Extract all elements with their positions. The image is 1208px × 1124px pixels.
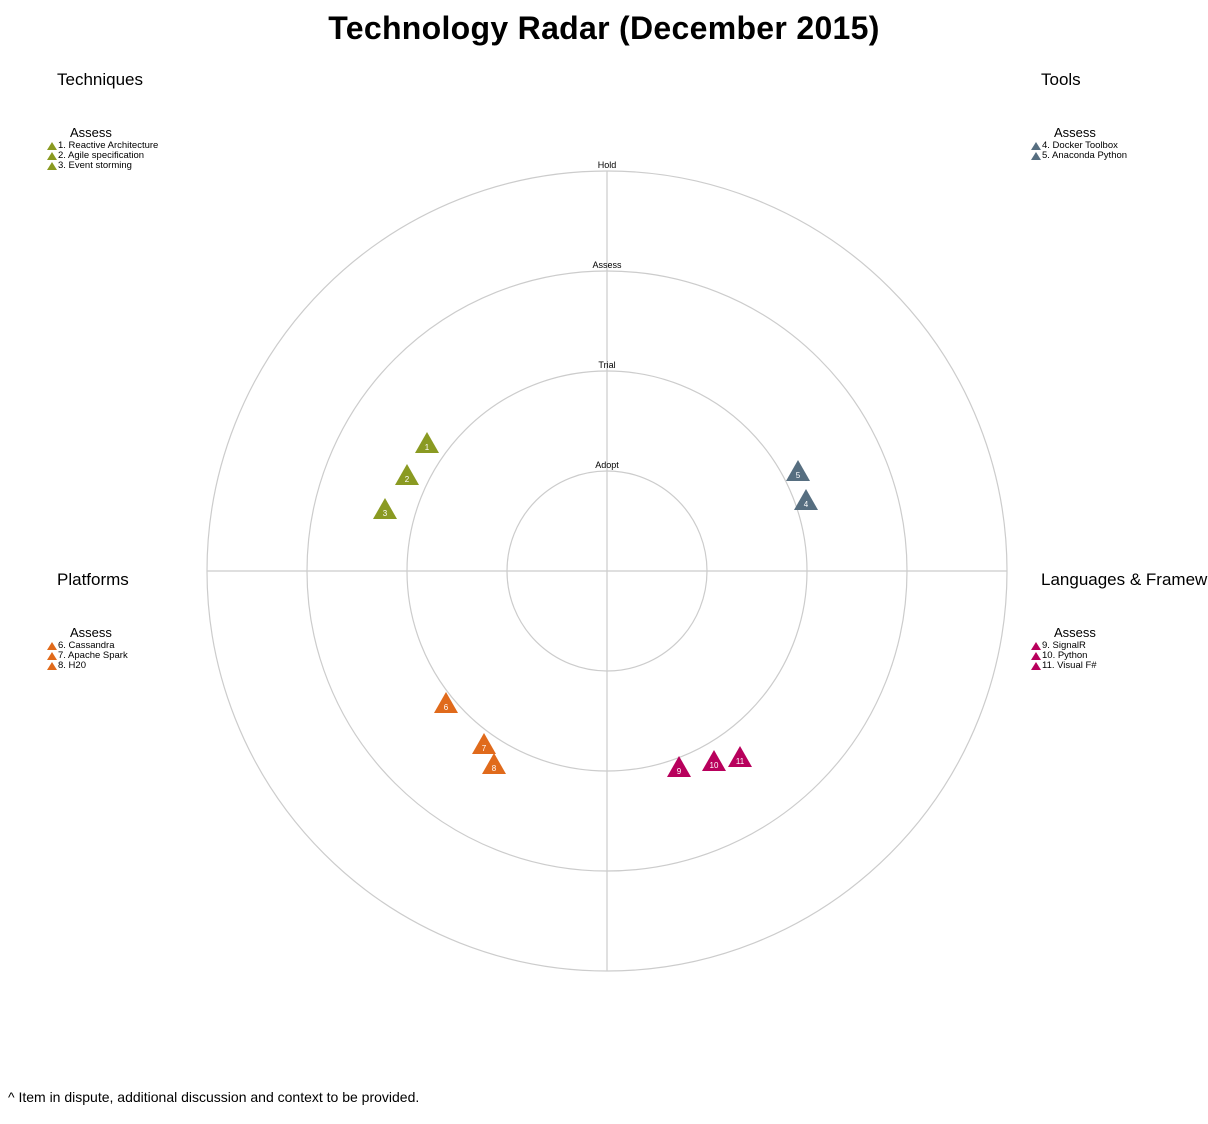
legend-item-label: 2. Agile specification	[58, 150, 145, 161]
blip-triangle-icon	[395, 464, 419, 485]
legend-item-label: 9. SignalR	[1042, 640, 1086, 651]
legend-item-label: 1. Reactive Architecture	[58, 140, 159, 151]
legend-item-label: 10. Python	[1042, 650, 1088, 661]
legend-item-label: 7. Apache Spark	[58, 650, 128, 661]
legend-item: 1. Reactive Architecture	[47, 141, 158, 151]
blip-number: 4	[804, 500, 809, 509]
blip-number: 1	[425, 443, 430, 452]
legend-item-label: 4. Docker Toolbox	[1042, 140, 1118, 151]
blips: 1 2 3 4 5 6 7 8 9 10 11	[373, 432, 818, 777]
legend-list-platforms: 6. Cassandra 7. Apache Spark 8. H20	[47, 641, 128, 671]
triangle-icon	[1031, 641, 1041, 650]
ring-label-trial: Trial	[598, 360, 615, 370]
blip-2[interactable]: 2	[395, 464, 419, 485]
footnote: ^ Item in dispute, additional discussion…	[8, 1089, 420, 1105]
blip-3[interactable]: 3	[373, 498, 397, 519]
legend-item-label: 11. Visual F#	[1042, 660, 1097, 671]
quadrant-platforms: Platforms Assess 6. Cassandra 7. Apache …	[47, 570, 129, 671]
blip-triangle-icon	[415, 432, 439, 453]
blip-8[interactable]: 8	[482, 753, 506, 774]
blip-triangle-icon	[667, 756, 691, 777]
blip-number: 9	[677, 767, 682, 776]
triangle-icon	[47, 651, 57, 660]
blip-4[interactable]: 4	[794, 489, 818, 510]
ring-label-hold: Hold	[598, 160, 617, 170]
blip-number: 5	[796, 471, 801, 480]
blip-7[interactable]: 7	[472, 733, 496, 754]
legend-ring-heading-techniques: Assess	[70, 125, 112, 140]
legend-item: 8. H20	[47, 661, 128, 671]
legend-item-label: 8. H20	[58, 660, 86, 671]
blip-11[interactable]: 11	[728, 746, 752, 767]
legend-item: 5. Anaconda Python	[1031, 151, 1127, 161]
quadrant-title-languages: Languages & Frameworks	[1041, 570, 1208, 589]
blip-number: 11	[736, 757, 745, 766]
page-title: Technology Radar (December 2015)	[328, 10, 880, 46]
blip-9[interactable]: 9	[667, 756, 691, 777]
blip-triangle-icon	[482, 753, 506, 774]
blip-number: 8	[492, 764, 497, 773]
quadrant-title-platforms: Platforms	[57, 570, 129, 589]
quadrant-techniques: Techniques Assess 1. Reactive Architectu…	[47, 70, 158, 171]
quadrant-title-techniques: Techniques	[57, 70, 144, 89]
legend-ring-heading-languages: Assess	[1054, 625, 1096, 640]
ring-label-adopt: Adopt	[595, 460, 619, 470]
legend-item: 3. Event storming	[47, 161, 158, 171]
triangle-icon	[1031, 651, 1041, 660]
triangle-icon	[47, 151, 57, 160]
quadrant-languages: Languages & Frameworks Assess 9. SignalR…	[1031, 570, 1208, 671]
legend-ring-heading-platforms: Assess	[70, 625, 112, 640]
blip-triangle-icon	[794, 489, 818, 510]
legend-item: 2. Agile specification	[47, 151, 158, 161]
blip-number: 10	[710, 761, 719, 770]
ring-label-assess: Assess	[592, 260, 622, 270]
blip-10[interactable]: 10	[702, 750, 726, 771]
legend-item: 6. Cassandra	[47, 641, 128, 651]
quadrant-title-tools: Tools	[1041, 70, 1081, 89]
legend-list-tools: 4. Docker Toolbox 5. Anaconda Python	[1031, 141, 1127, 161]
triangle-icon	[47, 161, 57, 170]
triangle-icon	[1031, 151, 1041, 160]
legend-item-label: 6. Cassandra	[58, 640, 115, 651]
legend-item-label: 5. Anaconda Python	[1042, 150, 1128, 161]
legend-list-languages: 9. SignalR 10. Python 11. Visual F#	[1031, 641, 1097, 671]
radar-grid	[206, 170, 1008, 972]
blip-triangle-icon	[373, 498, 397, 519]
triangle-icon	[1031, 661, 1041, 670]
triangle-icon	[47, 141, 57, 150]
blip-triangle-icon	[786, 460, 810, 481]
blip-triangle-icon	[702, 750, 726, 771]
legend-item: 11. Visual F#	[1031, 661, 1097, 671]
legend-item: 10. Python	[1031, 651, 1097, 661]
legend-list-techniques: 1. Reactive Architecture 2. Agile specif…	[47, 141, 158, 171]
blip-number: 2	[405, 475, 410, 484]
legend-item: 7. Apache Spark	[47, 651, 128, 661]
blip-number: 3	[383, 509, 388, 518]
triangle-icon	[1031, 141, 1041, 150]
blip-triangle-icon	[472, 733, 496, 754]
triangle-icon	[47, 661, 57, 670]
blip-1[interactable]: 1	[415, 432, 439, 453]
blip-number: 7	[482, 744, 487, 753]
blip-5[interactable]: 5	[786, 460, 810, 481]
legend-item: 4. Docker Toolbox	[1031, 141, 1127, 151]
legend-item-label: 3. Event storming	[58, 160, 132, 171]
ring-labels: Hold Assess Trial Adopt	[592, 160, 622, 470]
blip-triangle-icon	[434, 692, 458, 713]
legend-item: 9. SignalR	[1031, 641, 1097, 651]
quadrant-tools: Tools Assess 4. Docker Toolbox 5. Anacon…	[1031, 70, 1127, 161]
triangle-icon	[47, 641, 57, 650]
blip-triangle-icon	[728, 746, 752, 767]
blip-number: 6	[444, 703, 449, 712]
blip-6[interactable]: 6	[434, 692, 458, 713]
legend-ring-heading-tools: Assess	[1054, 125, 1096, 140]
